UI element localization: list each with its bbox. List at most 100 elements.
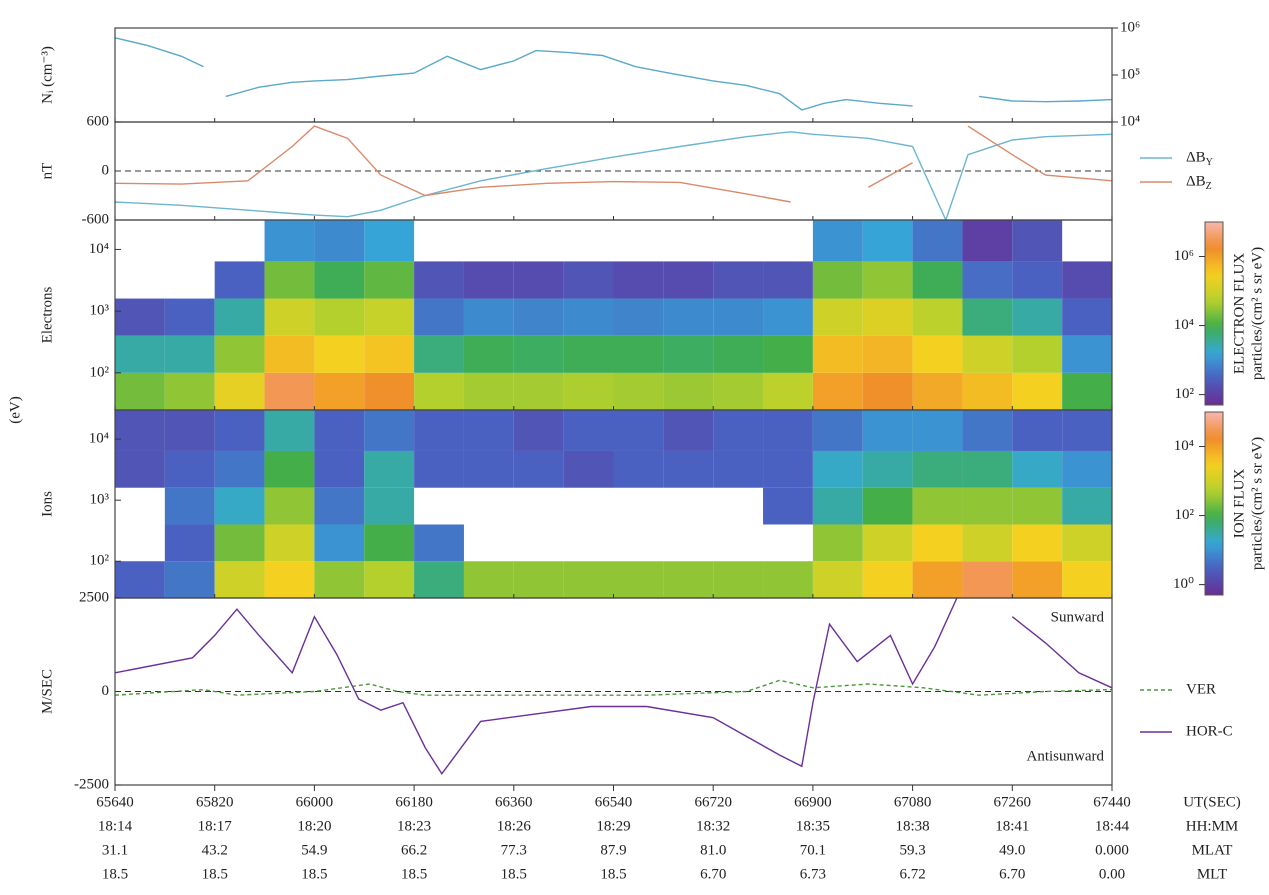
y-tick-label: 10⁶ (1120, 19, 1140, 35)
series-line (114, 679, 1113, 696)
flux-cell (912, 450, 963, 488)
x-row-label: 18.5 (102, 866, 128, 882)
colorbar-tick-label: 10² (1175, 507, 1195, 523)
flux-cell (314, 410, 365, 451)
colorbar-tick-label: 10⁴ (1174, 317, 1194, 333)
flux-cell (763, 450, 813, 488)
y-tick-label: 0 (102, 162, 110, 178)
flux-cell (264, 487, 315, 525)
y-axis-label: Ions (39, 491, 55, 517)
flux-cell (264, 561, 315, 598)
flux-cell (862, 335, 913, 373)
flux-cell (513, 561, 564, 598)
flux-cell (812, 261, 863, 299)
flux-cell (463, 298, 514, 336)
flux-cell (812, 220, 863, 262)
flux-cell (463, 561, 514, 598)
flux-cell (862, 298, 913, 336)
flux-cell (414, 261, 464, 299)
flux-cell (1062, 561, 1112, 598)
flux-cell (912, 410, 963, 451)
flux-cell (364, 524, 415, 562)
flux-cell (264, 261, 315, 299)
flux-cell (264, 335, 315, 373)
x-row-label: 18.5 (202, 866, 228, 882)
x-tick-label: 66180 (395, 794, 433, 810)
flux-cell (513, 450, 564, 488)
flux-cell (463, 410, 514, 451)
flux-cell (1062, 372, 1112, 410)
flux-cell (912, 261, 963, 299)
colorbar-tick-label: 10⁶ (1174, 248, 1194, 264)
flux-cell (1012, 335, 1063, 373)
flux-cell (513, 261, 564, 299)
x-axis-label: UT(SEC) (1183, 794, 1241, 810)
y-axis-label: Nᵢ (cm⁻³) (39, 46, 55, 104)
x-row-label: 70.1 (800, 842, 826, 858)
flux-cell (663, 372, 714, 410)
x-row-label: 6.70 (999, 866, 1025, 882)
x-row-label: 18:23 (397, 818, 431, 834)
x-tick-label: 66900 (794, 794, 832, 810)
x-row-label: 18:32 (696, 818, 730, 834)
x-row-label: 31.1 (102, 842, 128, 858)
flux-cell (713, 335, 764, 373)
panel-frame (114, 27, 1113, 123)
x-tick-label: 66360 (495, 794, 533, 810)
flux-cell (414, 561, 464, 598)
colorbar-label: ION FLUX (1231, 469, 1247, 539)
y-axis-label: Electrons (39, 287, 55, 344)
flux-cell (663, 561, 714, 598)
flux-cell (563, 261, 614, 299)
flux-cell (264, 372, 315, 410)
flux-cell (164, 335, 215, 373)
flux-cell (314, 561, 365, 598)
flux-cell (463, 372, 514, 410)
flux-cell (862, 524, 913, 562)
flux-cell (1012, 298, 1063, 336)
y-tick-label: 10² (90, 364, 110, 380)
flux-cell (164, 410, 215, 451)
flux-cell (414, 450, 464, 488)
legend-label: ΔBY (1186, 149, 1213, 168)
flux-cell (314, 524, 365, 562)
y-tick-label: 2500 (79, 589, 109, 605)
y-tick-label: -2500 (74, 776, 109, 792)
y-axis-label: M/SEC (39, 669, 55, 714)
flux-cell (414, 298, 464, 336)
subscript: Y (1206, 157, 1213, 168)
flux-cell (164, 524, 215, 562)
flux-cell (513, 372, 564, 410)
legend-label: HOR-C (1186, 723, 1233, 739)
flux-cell (613, 450, 664, 488)
x-row-label: 87.9 (600, 842, 626, 858)
x-tick-label: 67260 (994, 794, 1032, 810)
flux-cell (862, 561, 913, 598)
flux-cell (812, 450, 863, 488)
flux-cell (314, 335, 365, 373)
flux-cell (364, 335, 415, 373)
y-tick-label: -600 (82, 211, 110, 227)
panel-frame (114, 597, 1113, 786)
flux-cell (115, 335, 165, 373)
flux-cell (962, 298, 1013, 336)
flux-cell (962, 220, 1013, 262)
flux-cell (164, 487, 215, 525)
x-row-label: 18:41 (995, 818, 1029, 834)
colorbar-tick-label: 10² (1175, 386, 1195, 402)
colorbar-label: ELECTRON FLUX (1231, 253, 1247, 374)
colorbar-units: particles/(cm² s sr eV) (1249, 437, 1265, 570)
flux-cell (613, 372, 664, 410)
flux-cell (563, 561, 614, 598)
legend-label: VER (1186, 681, 1216, 697)
flux-cell (414, 335, 464, 373)
energy-label: (eV) (7, 396, 23, 423)
flux-cell (1012, 450, 1063, 488)
flux-cell (264, 298, 315, 336)
x-row-label: 59.3 (899, 842, 925, 858)
x-row-label: 6.72 (899, 866, 925, 882)
flux-cell (214, 261, 265, 299)
flux-cell (862, 487, 913, 525)
flux-cell (1012, 220, 1063, 262)
